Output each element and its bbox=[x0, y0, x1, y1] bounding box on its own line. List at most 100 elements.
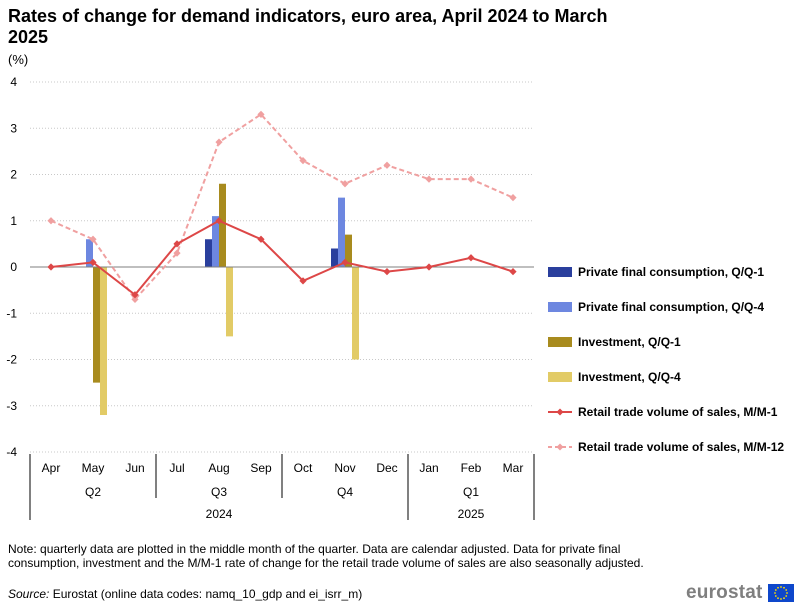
data-marker bbox=[341, 258, 349, 266]
legend-item: Private final consumption, Q/Q-4 bbox=[548, 298, 764, 316]
data-marker bbox=[299, 277, 307, 285]
x-tick-label-quarter: Q4 bbox=[337, 485, 353, 499]
legend-item: Retail trade volume of sales, M/M-1 bbox=[548, 403, 777, 421]
flag-star bbox=[773, 592, 776, 594]
data-marker bbox=[173, 249, 181, 257]
flag-star bbox=[785, 592, 788, 594]
x-tick-label-quarter: Q2 bbox=[85, 485, 101, 499]
flag-star bbox=[779, 586, 782, 588]
series-line bbox=[50, 219, 514, 297]
x-tick-label-month: Dec bbox=[376, 461, 397, 475]
data-marker bbox=[509, 268, 517, 276]
x-tick-label-month: Oct bbox=[294, 461, 313, 475]
flag-star bbox=[774, 595, 777, 597]
legend-label: Investment, Q/Q-4 bbox=[578, 370, 681, 384]
legend-line-key bbox=[548, 408, 572, 416]
flag-star bbox=[776, 597, 779, 600]
source-text: Eurostat (online data codes: namq_10_gdp… bbox=[49, 587, 363, 601]
footnote: Note: quarterly data are plotted in the … bbox=[8, 542, 644, 570]
eu-flag-icon bbox=[767, 584, 794, 602]
data-marker bbox=[467, 175, 475, 183]
y-tick-label: 4 bbox=[10, 75, 17, 89]
y-tick-label: 0 bbox=[10, 260, 17, 274]
bar bbox=[205, 239, 212, 267]
y-tick-label: -1 bbox=[6, 306, 17, 320]
eurostat-logo: eurostat bbox=[686, 582, 794, 604]
bar bbox=[100, 267, 107, 415]
legend-item: Investment, Q/Q-4 bbox=[548, 368, 681, 386]
x-tick-label-year: 2025 bbox=[458, 507, 485, 521]
data-marker bbox=[47, 263, 55, 271]
y-tick-label: -3 bbox=[6, 399, 17, 413]
data-marker bbox=[467, 254, 475, 262]
x-tick-label-quarter: Q1 bbox=[463, 485, 479, 499]
legend-label: Private final consumption, Q/Q-1 bbox=[578, 265, 765, 279]
data-marker bbox=[131, 295, 139, 303]
bar bbox=[331, 248, 338, 267]
bar bbox=[93, 267, 100, 383]
bar bbox=[345, 234, 352, 267]
legend-line-key bbox=[548, 443, 572, 451]
x-tick-label-month: Feb bbox=[461, 461, 482, 475]
y-tick-label: 3 bbox=[10, 121, 17, 135]
data-marker bbox=[257, 235, 265, 243]
source-label: Source: bbox=[8, 587, 50, 601]
unit-label: (%) bbox=[8, 52, 29, 67]
legend-label: Private final consumption, Q/Q-4 bbox=[578, 300, 765, 314]
legend-item: Retail trade volume of sales, M/M-12 bbox=[548, 438, 784, 456]
series-line bbox=[50, 113, 514, 301]
legend-item: Private final consumption, Q/Q-1 bbox=[548, 263, 764, 281]
y-tick-label: -2 bbox=[6, 353, 17, 367]
x-tick-label-month: May bbox=[82, 461, 105, 475]
x-tick-label-month: Mar bbox=[503, 461, 524, 475]
data-marker bbox=[89, 235, 97, 243]
data-marker bbox=[215, 138, 223, 146]
y-tick-label: 1 bbox=[10, 214, 17, 228]
x-tick-label-quarter: Q3 bbox=[211, 485, 227, 499]
x-tick-label-month: Nov bbox=[334, 461, 355, 475]
data-marker bbox=[425, 175, 433, 183]
x-tick-label-year: 2024 bbox=[206, 507, 233, 521]
legend-swatch bbox=[548, 267, 572, 277]
x-tick-label-month: Aug bbox=[208, 461, 229, 475]
data-marker bbox=[425, 263, 433, 271]
flag-star bbox=[774, 589, 777, 591]
bar bbox=[226, 267, 233, 337]
bar bbox=[219, 183, 226, 267]
bar bbox=[212, 216, 219, 267]
legend-label: Retail trade volume of sales, M/M-12 bbox=[578, 440, 785, 454]
bar bbox=[86, 239, 93, 267]
x-tick-label-month: Apr bbox=[42, 461, 61, 475]
data-marker bbox=[383, 161, 391, 169]
flag-star bbox=[776, 586, 779, 589]
flag-star bbox=[782, 597, 785, 600]
legend-swatch bbox=[548, 302, 572, 312]
source-line: Source: Eurostat (online data codes: nam… bbox=[8, 587, 362, 601]
y-tick-label: -4 bbox=[6, 445, 17, 459]
data-marker bbox=[257, 110, 265, 118]
bar bbox=[352, 267, 359, 360]
y-tick-label: 2 bbox=[10, 168, 17, 182]
flag-star bbox=[782, 586, 785, 589]
data-marker bbox=[89, 258, 97, 266]
x-tick-label-month: Jul bbox=[169, 461, 184, 475]
chart-title: Rates of change for demand indicators, e… bbox=[8, 6, 608, 47]
x-tick-label-month: Jan bbox=[419, 461, 438, 475]
legend-label: Retail trade volume of sales, M/M-1 bbox=[578, 405, 778, 419]
bar bbox=[338, 197, 345, 267]
legend-item: Investment, Q/Q-1 bbox=[548, 333, 681, 351]
flag-star bbox=[779, 598, 782, 600]
legend-swatch bbox=[548, 337, 572, 347]
data-marker bbox=[215, 217, 223, 225]
data-marker bbox=[509, 194, 517, 202]
x-tick-label-month: Sep bbox=[250, 461, 272, 475]
flag-star bbox=[784, 595, 787, 597]
data-marker bbox=[173, 240, 181, 248]
data-marker bbox=[383, 268, 391, 276]
logo-text: eurostat bbox=[686, 582, 763, 603]
flag-star bbox=[784, 589, 787, 591]
data-marker bbox=[341, 180, 349, 188]
legend-swatch bbox=[548, 372, 572, 382]
x-tick-label-month: Jun bbox=[125, 461, 144, 475]
data-marker bbox=[47, 217, 55, 225]
